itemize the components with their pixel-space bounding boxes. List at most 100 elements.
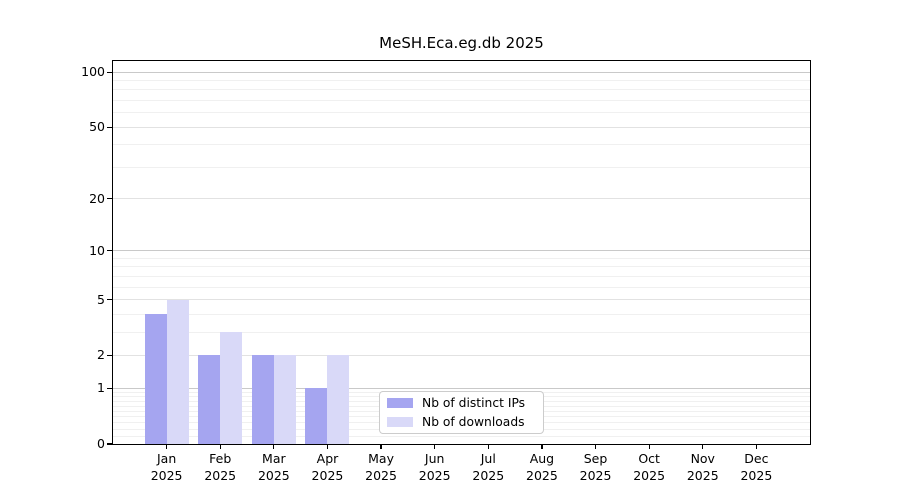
x-tick	[434, 444, 436, 449]
gridline	[113, 313, 810, 315]
y-tick	[107, 250, 113, 252]
y-tick-label: 100	[81, 64, 105, 80]
x-tick-label: Jan 2025	[131, 451, 203, 484]
gridline	[113, 166, 810, 168]
y-tick-label: 1	[97, 380, 105, 396]
legend-label-downloads: Nb of downloads	[422, 414, 525, 429]
y-tick-label: 50	[89, 119, 105, 135]
chart-title: MeSH.Eca.eg.db 2025	[379, 34, 544, 52]
x-tick	[702, 444, 704, 449]
gridline	[113, 89, 810, 91]
legend: Nb of distinct IPs Nb of downloads	[379, 391, 544, 434]
x-tick-year: 2025	[418, 467, 451, 483]
x-tick-label: Sep 2025	[560, 451, 632, 484]
y-tick	[107, 298, 113, 301]
x-tick-month: Feb	[209, 451, 232, 466]
x-tick-month: Jan	[156, 451, 177, 466]
gridline	[113, 257, 810, 259]
y-tick	[107, 387, 113, 389]
gridline	[113, 126, 810, 128]
x-tick-label: Apr 2025	[291, 451, 363, 484]
bar-distinct-ips-apr	[305, 388, 328, 444]
x-tick-year: 2025	[686, 467, 719, 483]
gridline	[113, 266, 810, 268]
x-tick-label: Dec 2025	[720, 451, 792, 484]
x-tick-label: Oct 2025	[613, 451, 685, 484]
gridline	[113, 71, 810, 73]
x-tick-year: 2025	[740, 467, 773, 483]
bar-downloads-feb	[220, 332, 243, 444]
x-tick-label: Jun 2025	[399, 451, 471, 484]
x-tick-year: 2025	[204, 467, 237, 483]
x-tick	[541, 444, 543, 449]
bar-distinct-ips-mar	[251, 355, 274, 444]
y-tick	[107, 71, 113, 73]
y-tick	[107, 354, 113, 357]
gridline	[113, 286, 810, 288]
legend-swatch-distinct-ips	[387, 398, 413, 408]
bar-distinct-ips-jan	[144, 314, 167, 444]
bar-distinct-ips-feb	[198, 355, 221, 444]
x-tick	[594, 444, 597, 449]
x-tick-month: Dec	[744, 451, 769, 466]
gridline	[113, 144, 810, 146]
x-tick	[326, 444, 329, 449]
x-tick-year: 2025	[257, 467, 290, 483]
x-tick-year: 2025	[472, 467, 505, 483]
x-tick	[755, 444, 758, 449]
y-tick-label: 2	[97, 347, 105, 363]
x-tick-month: Mar	[262, 451, 286, 466]
x-tick-month: Jul	[480, 451, 496, 466]
x-tick-label: Nov 2025	[667, 451, 739, 484]
x-tick-year: 2025	[633, 467, 666, 483]
x-tick-month: Oct	[638, 451, 660, 466]
x-tick	[219, 444, 221, 449]
y-tick	[107, 443, 113, 445]
y-tick	[107, 126, 113, 128]
x-tick-month: May	[368, 451, 394, 466]
gridline	[113, 387, 810, 389]
gridline	[113, 331, 810, 333]
x-tick-month: Sep	[583, 451, 608, 466]
y-tick-label: 10	[89, 242, 105, 258]
gridline	[113, 299, 810, 301]
x-tick-month: Nov	[690, 451, 715, 466]
x-tick-year: 2025	[311, 467, 344, 483]
x-tick-year: 2025	[365, 467, 397, 483]
gridline	[113, 80, 810, 82]
bar-downloads-jan	[166, 299, 189, 444]
x-tick	[380, 444, 382, 449]
x-tick	[648, 444, 650, 449]
x-tick-label: Jul 2025	[452, 451, 524, 484]
gridline	[113, 100, 810, 102]
x-tick-month: Jun	[424, 451, 445, 466]
x-tick	[165, 444, 168, 449]
gridline	[113, 435, 810, 437]
x-tick-label: Aug 2025	[506, 451, 578, 484]
y-tick-label: 20	[89, 190, 105, 206]
x-tick-year: 2025	[526, 467, 558, 483]
y-tick-label: 5	[97, 291, 105, 307]
x-tick-label: May 2025	[345, 451, 417, 484]
x-tick-year: 2025	[150, 467, 183, 483]
bar-downloads-mar	[273, 355, 296, 444]
gridline	[113, 112, 810, 114]
gridline	[113, 275, 810, 277]
gridline	[113, 198, 810, 200]
x-tick	[487, 444, 489, 449]
legend-item-downloads: Nb of downloads	[387, 415, 535, 430]
x-tick-month: Aug	[529, 451, 555, 466]
x-tick-label: Feb 2025	[184, 451, 256, 484]
y-tick-label: 0	[97, 436, 105, 451]
x-tick	[273, 444, 275, 449]
x-tick-month: Apr	[316, 451, 339, 466]
plot-area	[112, 60, 811, 445]
legend-item-distinct-ips: Nb of distinct IPs	[387, 396, 535, 411]
y-tick	[107, 198, 113, 200]
x-tick-label: Mar 2025	[238, 451, 310, 484]
bar-downloads-apr	[327, 355, 350, 444]
x-tick-year: 2025	[579, 467, 612, 483]
gridline	[113, 354, 810, 356]
legend-label-distinct-ips: Nb of distinct IPs	[422, 395, 526, 410]
